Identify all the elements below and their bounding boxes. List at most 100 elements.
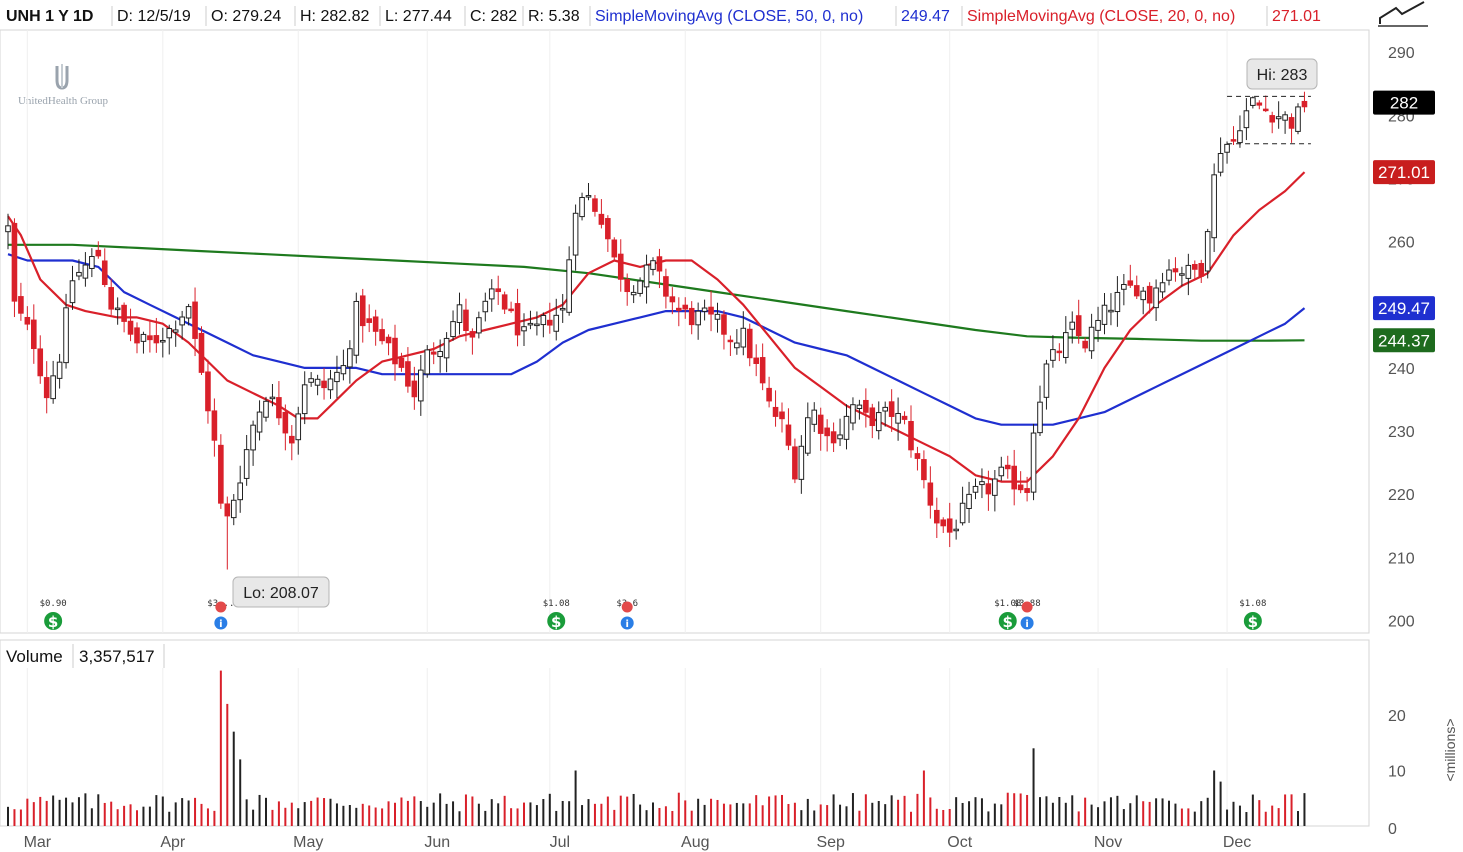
candle-down	[127, 320, 134, 335]
volume-bar	[142, 806, 145, 826]
volume-bar	[65, 797, 68, 826]
candle-up	[1069, 321, 1076, 330]
volume-bar	[45, 800, 48, 826]
candle-up	[837, 434, 843, 440]
month-tick-label: Dec	[1223, 834, 1251, 851]
volume-bar	[232, 731, 235, 826]
volume-label[interactable]: Volume	[6, 647, 63, 666]
candle-down	[914, 453, 921, 459]
volume-bar	[387, 801, 390, 826]
drawing-tool-icon[interactable]	[1378, 1, 1428, 27]
candle-up	[1179, 273, 1185, 276]
candle-up	[992, 478, 998, 496]
candle-down	[605, 218, 611, 240]
volume-bar	[426, 806, 429, 826]
volume-bar	[361, 803, 364, 826]
candle-down	[1172, 268, 1179, 273]
candle-down	[663, 276, 669, 297]
candle-down	[469, 331, 476, 338]
candle-down	[1056, 350, 1063, 354]
volume-bar	[600, 803, 603, 826]
candle-up	[1153, 287, 1159, 309]
volume-bar	[1064, 802, 1067, 826]
volume-bar	[187, 800, 190, 826]
candle-down	[985, 483, 992, 495]
volume-bar	[245, 799, 248, 826]
volume-bar	[329, 798, 332, 826]
month-tick-label: Apr	[160, 834, 186, 851]
volume-bar	[1180, 808, 1183, 826]
candle-down	[385, 336, 392, 344]
candle-down	[934, 509, 940, 524]
candle-down	[43, 377, 50, 399]
candle-up	[269, 396, 276, 400]
dividend-amount: $0.90	[40, 599, 67, 609]
volume-bar	[26, 798, 29, 826]
candle-down	[617, 253, 624, 280]
volume-bar	[774, 795, 777, 826]
volume-tick-label: 0	[1388, 821, 1397, 838]
volume-bar	[1238, 805, 1241, 826]
candle-up	[953, 528, 959, 532]
volume-bar	[406, 800, 409, 826]
candle-up	[701, 307, 708, 312]
candle-up	[1095, 319, 1101, 331]
dividend-amount: $1.08	[543, 599, 570, 609]
volume-bar	[942, 809, 945, 826]
candle-down	[830, 431, 837, 444]
volume-bar	[503, 795, 506, 826]
info-icon: i	[219, 619, 222, 630]
month-tick-label: Oct	[947, 834, 972, 851]
symbol-label[interactable]: UNH 1 Y 1D	[6, 8, 93, 25]
candle-up	[966, 493, 972, 509]
candle-down	[1075, 315, 1082, 337]
dollar-icon: $	[48, 613, 58, 631]
candle-up	[534, 323, 540, 327]
volume-value: 3,357,517	[79, 647, 155, 666]
sma50-study-label[interactable]: SimpleMovingAvg (CLOSE, 50, 0, no)	[595, 8, 863, 25]
volume-bar	[561, 800, 564, 826]
sma20-study-label[interactable]: SimpleMovingAvg (CLOSE, 20, 0, no)	[967, 8, 1235, 25]
company-logo: UnitedHealth Group	[18, 64, 109, 107]
month-tick-label: May	[293, 834, 323, 851]
candle-up	[1159, 282, 1166, 293]
candle-down	[746, 328, 753, 359]
candle-down	[37, 348, 44, 377]
candle-down	[134, 327, 140, 344]
price-tick-label: 200	[1388, 614, 1415, 631]
volume-bar	[213, 810, 216, 826]
volume-bar	[71, 802, 74, 826]
volume-bar	[1019, 793, 1022, 826]
volume-bar	[645, 810, 648, 826]
volume-bar	[381, 808, 384, 826]
low-callout-label: Lo: 208.07	[243, 585, 319, 602]
volume-bar	[993, 803, 996, 826]
volume-bar	[1264, 811, 1267, 826]
volume-bar	[136, 810, 138, 826]
candle-up	[1204, 231, 1211, 272]
low-callout-box	[232, 576, 330, 608]
dollar-icon: $	[1248, 613, 1258, 631]
volume-bar	[342, 805, 345, 826]
earnings-icon	[1021, 601, 1033, 613]
volume-bar	[1109, 797, 1112, 826]
volume-bar	[181, 798, 184, 826]
volume-bar	[464, 794, 467, 826]
candle-up	[1237, 130, 1243, 144]
candle-down	[18, 296, 24, 314]
volume-bar	[277, 801, 280, 826]
volume-bar	[284, 807, 287, 826]
volume-bar	[955, 797, 958, 826]
volume-bar	[1232, 801, 1235, 826]
candle-down	[708, 306, 714, 315]
volume-bar	[452, 801, 455, 826]
volume-bar	[123, 805, 126, 826]
candle-up	[1108, 309, 1114, 313]
month-tick-label: Jun	[424, 834, 450, 851]
candle-down	[946, 518, 953, 533]
volume-bar	[271, 809, 274, 826]
volume-bar	[761, 805, 764, 826]
volume-bar	[52, 795, 55, 826]
high-callout-box	[1246, 58, 1318, 90]
dividend-icon	[998, 612, 1017, 630]
